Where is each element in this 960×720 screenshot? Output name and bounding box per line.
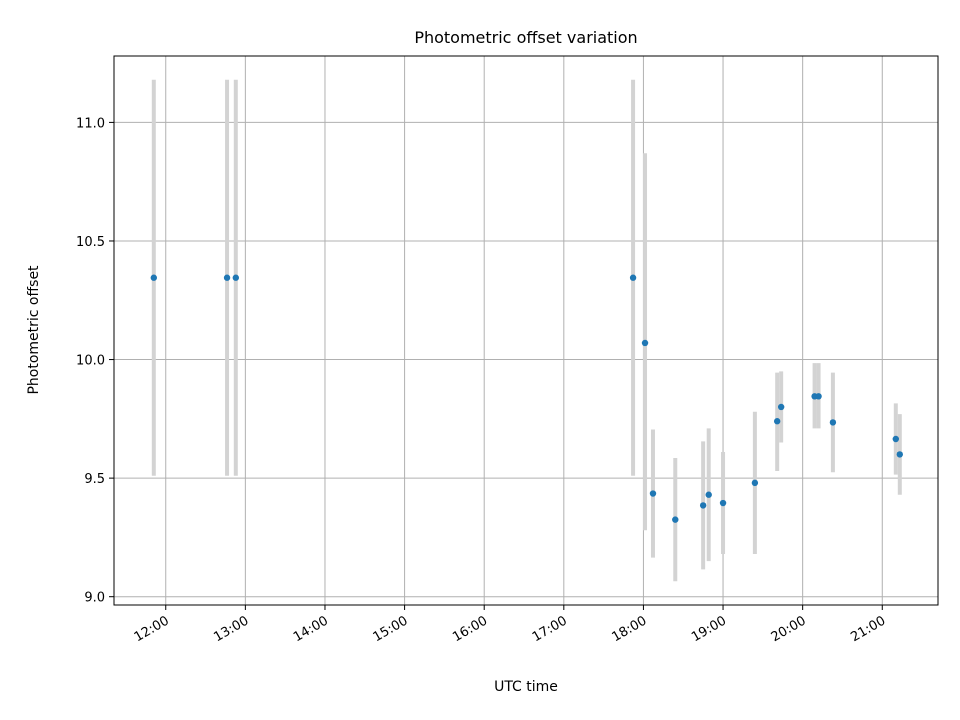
data-point bbox=[649, 490, 657, 497]
chart-title: Photometric offset variation bbox=[414, 28, 637, 47]
data-points bbox=[150, 274, 903, 523]
data-point bbox=[705, 491, 712, 498]
y-tick-label: 9.0 bbox=[84, 591, 105, 606]
data-point bbox=[829, 419, 837, 426]
data-point bbox=[719, 499, 727, 507]
data-point bbox=[699, 502, 707, 509]
y-tick-label: 9.5 bbox=[84, 472, 105, 487]
data-point bbox=[892, 435, 900, 443]
data-point bbox=[641, 339, 649, 347]
plot-frame bbox=[113, 55, 939, 606]
grid bbox=[114, 56, 938, 605]
data-point bbox=[232, 274, 240, 281]
data-point bbox=[751, 479, 759, 487]
data-point bbox=[672, 516, 679, 523]
y-axis-label: Photometric offset bbox=[26, 265, 42, 395]
x-axis-label: UTC time bbox=[494, 679, 558, 695]
y-tick-label: 11.0 bbox=[76, 116, 105, 131]
data-point bbox=[223, 274, 231, 281]
y-tick-label: 10.5 bbox=[76, 235, 105, 250]
data-point bbox=[777, 403, 785, 411]
y-tick-label: 10.0 bbox=[76, 354, 105, 369]
data-point bbox=[896, 451, 903, 458]
data-point bbox=[150, 274, 158, 281]
data-point bbox=[815, 393, 822, 400]
data-point bbox=[773, 418, 781, 425]
data-point bbox=[629, 274, 637, 281]
y-axis-ticks: 9.0 9.5 10.0 10.5 11.0 bbox=[76, 116, 114, 606]
